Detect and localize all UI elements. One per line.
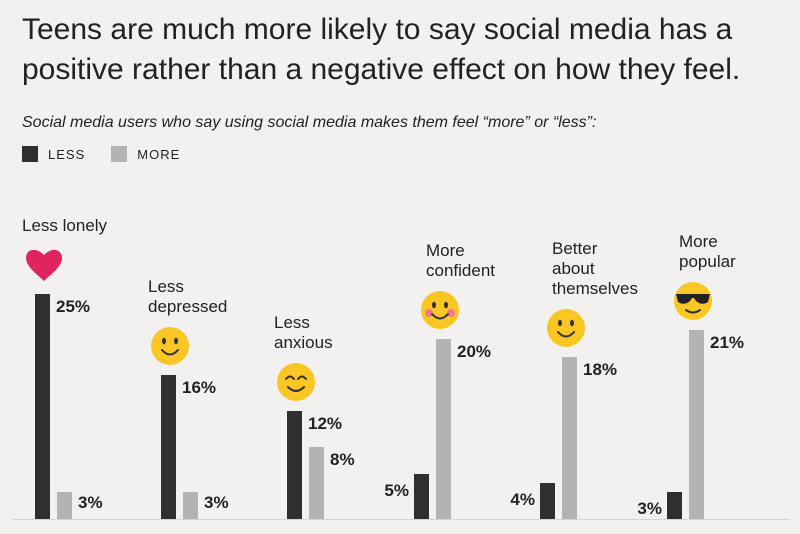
heart-icon bbox=[26, 249, 62, 281]
bar-less bbox=[161, 375, 176, 519]
chart-title: Teens are much more likely to say social… bbox=[22, 10, 792, 90]
chart-subtitle: Social media users who say using social … bbox=[22, 114, 597, 131]
value-label-more: 21% bbox=[710, 333, 744, 352]
title-line-1: Teens are much more likely to say social… bbox=[22, 13, 733, 46]
bar-more bbox=[436, 339, 451, 519]
legend-swatch-less bbox=[22, 146, 38, 162]
content-smile-icon bbox=[277, 363, 315, 401]
category-label-line: More bbox=[426, 241, 465, 260]
bar-group: 5% 20% More confident bbox=[384, 241, 495, 519]
category-label: Less depressed bbox=[148, 277, 227, 316]
bar-less bbox=[540, 483, 555, 519]
bar-less bbox=[667, 492, 682, 519]
legend-label-more: MORE bbox=[137, 146, 181, 162]
category-label-line: Less bbox=[148, 277, 184, 296]
category-label-line: Better bbox=[552, 239, 598, 258]
legend-item-less: LESS bbox=[22, 146, 85, 162]
bar-more bbox=[183, 492, 198, 519]
value-label-less: 3% bbox=[637, 499, 662, 518]
bar-more bbox=[57, 492, 72, 519]
value-label-more: 20% bbox=[457, 342, 491, 361]
value-label-more: 8% bbox=[330, 450, 355, 469]
bar-more bbox=[309, 447, 324, 519]
value-label-more: 18% bbox=[583, 360, 617, 379]
legend-item-more: MORE bbox=[111, 146, 180, 162]
sunglasses-icon bbox=[674, 282, 712, 320]
blush-smile-icon bbox=[421, 291, 459, 329]
bar-more bbox=[562, 357, 577, 519]
value-label-more: 3% bbox=[204, 493, 229, 512]
value-label-less: 5% bbox=[384, 481, 409, 500]
bar-group: 25% 3% Less lonely bbox=[22, 216, 108, 519]
category-label: Better about themselves bbox=[552, 239, 638, 298]
value-label-more: 3% bbox=[78, 493, 103, 512]
bar-less bbox=[414, 474, 429, 519]
value-label-less: 25% bbox=[56, 297, 90, 316]
legend-swatch-more bbox=[111, 146, 128, 162]
category-label-line: confident bbox=[426, 261, 495, 280]
value-label-less: 4% bbox=[510, 490, 535, 509]
bar-less bbox=[287, 411, 302, 519]
category-label-line: Less bbox=[274, 313, 310, 332]
legend-label-less: LESS bbox=[48, 146, 86, 162]
value-label-less: 12% bbox=[308, 414, 342, 433]
bar-less bbox=[35, 294, 50, 519]
category-label: Less lonely bbox=[22, 216, 108, 235]
category-label: More confident bbox=[426, 241, 495, 280]
bar-group: 12% 8% Less anxious bbox=[274, 313, 355, 519]
title-line-2: positive rather than a negative effect o… bbox=[22, 53, 741, 86]
value-label-less: 16% bbox=[182, 378, 216, 397]
category-label-line: Less lonely bbox=[22, 216, 108, 235]
category-label-line: More bbox=[679, 232, 718, 251]
category-label-line: themselves bbox=[552, 279, 638, 298]
category-label-line: anxious bbox=[274, 333, 333, 352]
category-label-line: depressed bbox=[148, 297, 227, 316]
bar-more bbox=[689, 330, 704, 519]
category-label-line: about bbox=[552, 259, 595, 278]
category-label: Less anxious bbox=[274, 313, 333, 352]
category-label-line: popular bbox=[679, 252, 736, 271]
bar-group: 3% 21% More popular bbox=[637, 232, 744, 519]
legend: LESS MORE bbox=[22, 146, 206, 162]
category-label: More popular bbox=[679, 232, 736, 271]
bar-group: 16% 3% Less depressed bbox=[148, 277, 229, 519]
bar-group: 4% 18% Better about themselves bbox=[510, 239, 638, 519]
smile-icon bbox=[151, 327, 189, 365]
smile-icon bbox=[547, 309, 585, 347]
